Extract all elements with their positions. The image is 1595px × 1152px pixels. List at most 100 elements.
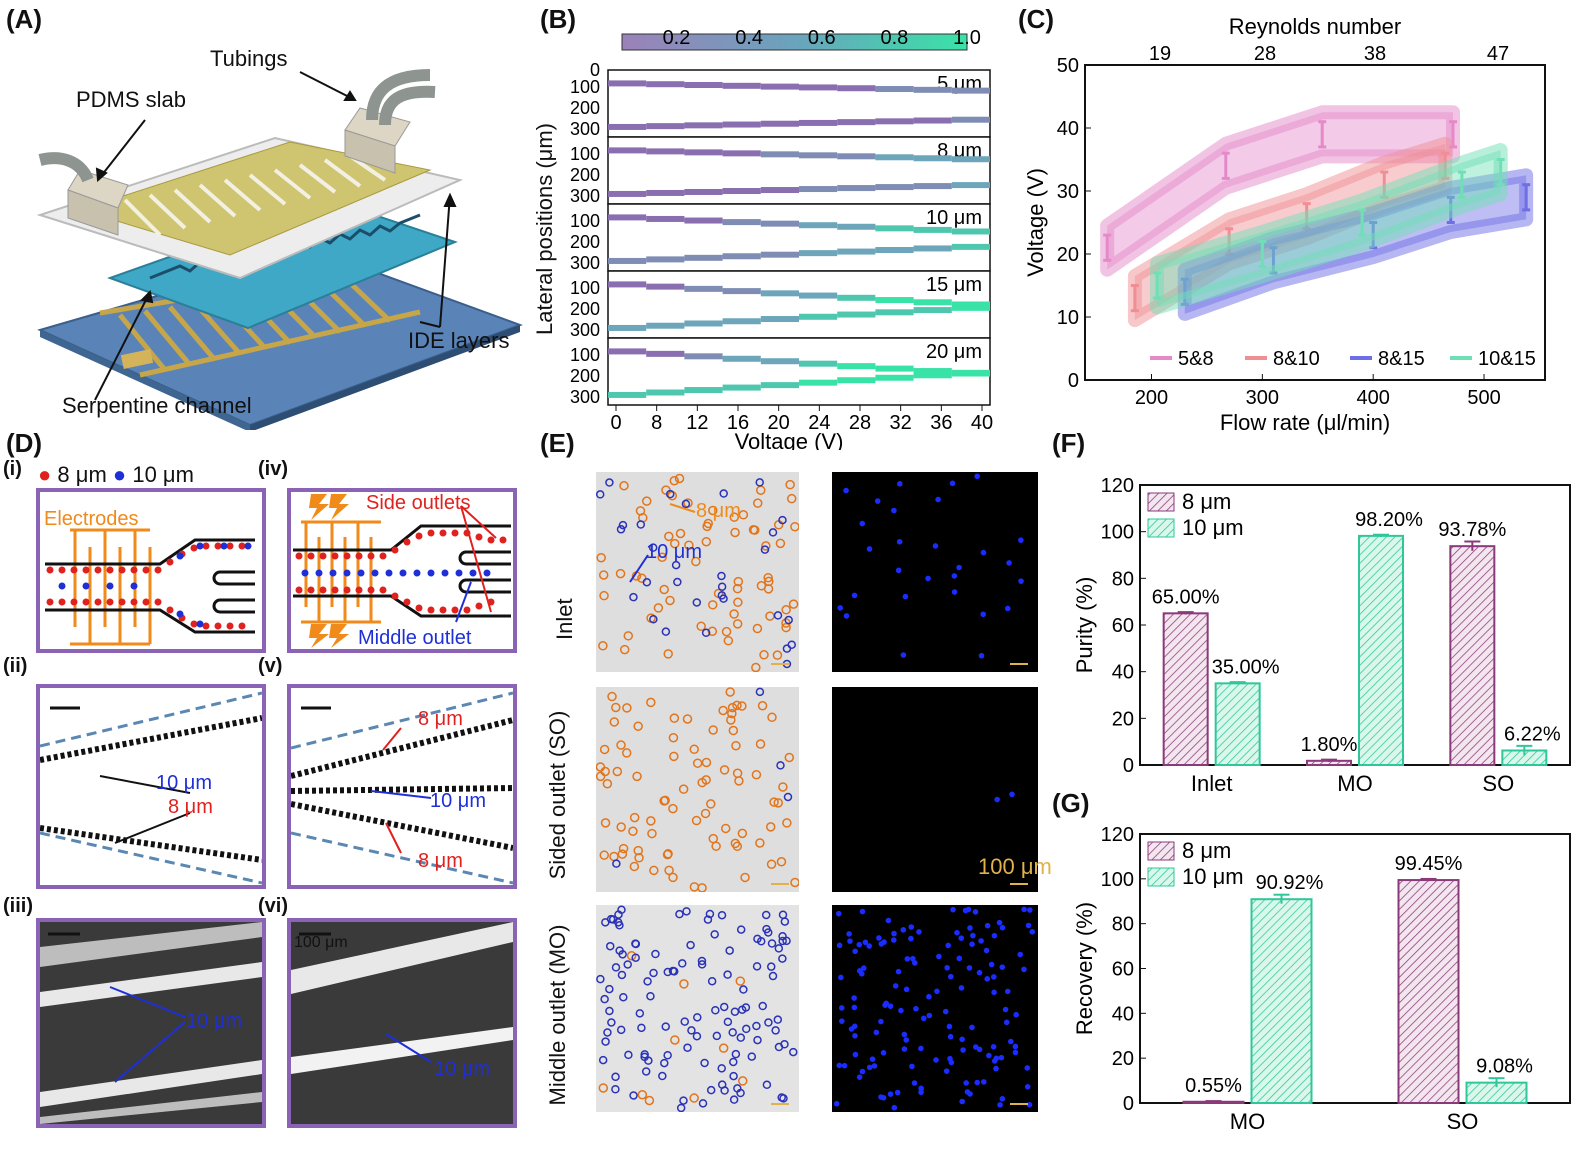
cell-marker-10um bbox=[671, 560, 681, 570]
cell-marker-8um bbox=[682, 714, 693, 724]
cell-marker-10um bbox=[780, 917, 790, 926]
trace-lower bbox=[760, 251, 799, 258]
fluorescence-mo-dots bbox=[833, 906, 1036, 1111]
cell-marker-10um bbox=[711, 1006, 720, 1015]
b-ytick-zero: 0 bbox=[590, 60, 600, 80]
fluorescent-cell bbox=[836, 942, 843, 949]
fluorescent-cell bbox=[851, 592, 858, 599]
cell-marker-8um bbox=[611, 702, 621, 713]
brightfield-inlet-dots bbox=[596, 473, 799, 672]
cell-marker-10um bbox=[649, 968, 658, 978]
cell-marker-10um bbox=[605, 984, 614, 994]
cell-marker-8um bbox=[612, 766, 623, 777]
cell-marker-10um bbox=[612, 859, 621, 868]
fluorescent-cell bbox=[908, 935, 914, 942]
trace-lower bbox=[875, 184, 914, 191]
cell-marker-10um bbox=[635, 1009, 645, 1018]
fluorescent-cell bbox=[951, 589, 958, 595]
cell-marker-8um bbox=[663, 649, 673, 659]
cell-marker-8um bbox=[751, 662, 761, 672]
cell-marker-8um bbox=[718, 705, 728, 716]
cell-marker-8um bbox=[735, 976, 746, 986]
trace-upper bbox=[608, 348, 647, 355]
fluorescent-cell bbox=[847, 938, 853, 944]
trace-upper bbox=[684, 82, 723, 89]
size-label: 20 μm bbox=[926, 341, 982, 363]
trace-lower bbox=[837, 119, 876, 126]
cell-marker-10um bbox=[605, 478, 614, 487]
b-ytick: 100 bbox=[570, 345, 600, 365]
fluorescent-cell bbox=[873, 1029, 880, 1036]
trace-lower bbox=[684, 122, 723, 129]
cell-marker-10um bbox=[677, 959, 687, 968]
cell-marker-10um bbox=[782, 644, 792, 653]
cell-marker-10um bbox=[736, 1033, 746, 1042]
trace-upper bbox=[646, 283, 685, 290]
fluorescent-cell bbox=[903, 1037, 910, 1043]
fluorescent-cell bbox=[860, 965, 867, 971]
bar-MO-1 bbox=[1250, 898, 1313, 1104]
fluorescent-cell bbox=[949, 480, 956, 487]
trace-lower bbox=[875, 118, 914, 125]
panel-label-g: (G) bbox=[1052, 788, 1090, 818]
fluorescent-cell bbox=[969, 1024, 975, 1031]
cell-marker-8um bbox=[765, 822, 776, 832]
cell-marker-8um bbox=[628, 826, 638, 837]
cell-marker-8um bbox=[782, 818, 792, 828]
label-side-outlets: Side outlets bbox=[366, 492, 471, 514]
cell-marker-8um bbox=[707, 626, 718, 637]
cell-marker-8um bbox=[781, 605, 791, 615]
cell-marker-8um bbox=[646, 697, 656, 708]
cell-marker-10um bbox=[755, 478, 764, 487]
b-xtick: 20 bbox=[768, 412, 790, 434]
sub-label-v: (v) bbox=[258, 655, 283, 677]
cell-marker-10um bbox=[596, 974, 605, 984]
c-ytick: 0 bbox=[1068, 370, 1079, 392]
fluorescent-cell bbox=[974, 473, 980, 480]
b-ytick: 200 bbox=[570, 232, 600, 252]
trace-lower bbox=[684, 320, 723, 327]
pdms-block-left-side bbox=[67, 189, 119, 236]
cell-marker-8um bbox=[670, 538, 680, 549]
cell-marker-8um bbox=[731, 740, 741, 751]
cell-marker-10um bbox=[741, 1024, 751, 1034]
fluorescent-cell bbox=[912, 960, 918, 966]
scale-label-vi: 100 μm bbox=[294, 934, 348, 951]
colorbar-tick: 0.4 bbox=[735, 30, 763, 49]
cell-marker-10um bbox=[773, 611, 783, 620]
fluorescent-cell bbox=[984, 976, 990, 982]
cell-marker-10um bbox=[697, 960, 707, 969]
cell-marker-8um bbox=[626, 950, 637, 961]
brightfield-so-dots bbox=[596, 687, 799, 892]
trace-lower bbox=[646, 322, 685, 329]
c-top-tick: 19 bbox=[1149, 43, 1171, 65]
legend-swatch bbox=[1147, 492, 1175, 512]
fluorescent-cell bbox=[874, 498, 881, 504]
cell-marker-10um bbox=[700, 1058, 709, 1068]
fluorescent-cell bbox=[951, 573, 958, 579]
trace-lower bbox=[684, 254, 723, 261]
ytick: 40 bbox=[1112, 1003, 1134, 1025]
data-label: 99.45% bbox=[1395, 853, 1463, 875]
label-8um-ii: 8 μm bbox=[168, 796, 213, 818]
cell-marker-10um bbox=[605, 1006, 614, 1016]
cell-marker-8um bbox=[659, 796, 669, 806]
cell-marker-10um bbox=[698, 1099, 708, 1108]
trace-upper bbox=[951, 228, 990, 235]
fluorescent-cell bbox=[991, 989, 997, 996]
band-10&15 bbox=[1150, 143, 1508, 315]
data-label: 35.00% bbox=[1212, 656, 1280, 678]
label-10um-iii: 10 μm bbox=[186, 1010, 242, 1032]
cell-marker-8um bbox=[616, 822, 626, 832]
cell-marker-8um bbox=[706, 799, 716, 809]
trace-upper bbox=[799, 152, 838, 159]
data-label: 98.20% bbox=[1355, 509, 1423, 531]
cell-marker-8um bbox=[786, 493, 797, 504]
cell-marker-8um bbox=[598, 1083, 609, 1093]
fluorescent-cell bbox=[974, 1079, 981, 1086]
ytick: 0 bbox=[1123, 755, 1134, 777]
fluorescent-cell bbox=[976, 1046, 983, 1053]
brightfield-so bbox=[596, 687, 799, 892]
bar-SO-0 bbox=[1449, 545, 1496, 767]
